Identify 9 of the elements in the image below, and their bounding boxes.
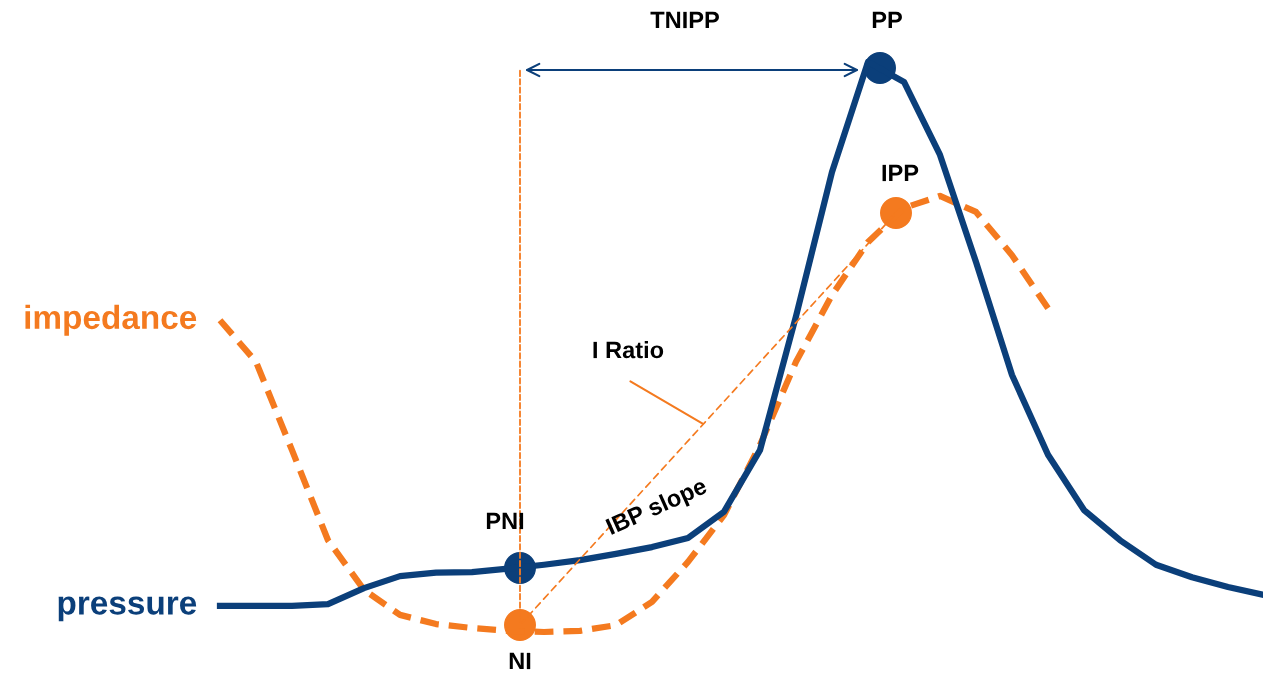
text: TNIPP xyxy=(650,11,719,29)
annotation: PNI xyxy=(486,512,524,530)
text: PP xyxy=(872,11,902,29)
annotation: IPP xyxy=(882,164,919,182)
annotation: I Ratio xyxy=(593,340,664,359)
text: NI xyxy=(509,652,531,670)
annotation: IBP slope xyxy=(605,476,710,540)
series-label: impedance xyxy=(25,304,197,336)
series-label: pressure xyxy=(58,596,197,622)
